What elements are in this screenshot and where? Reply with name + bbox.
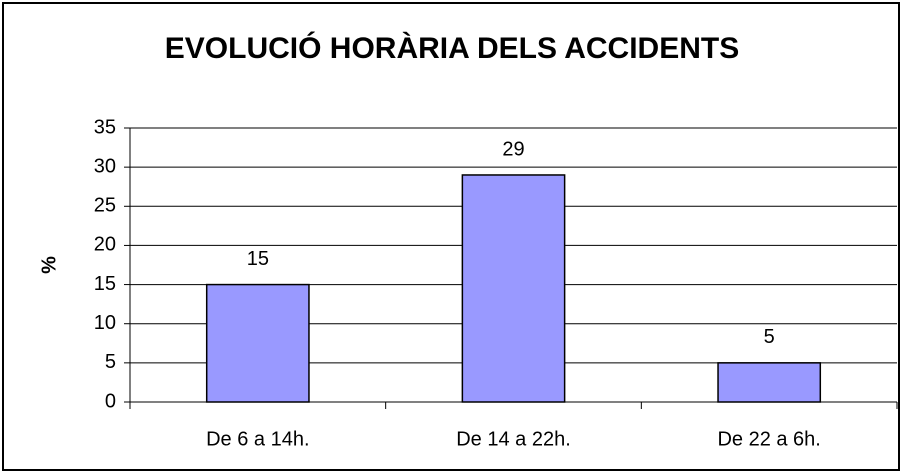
y-tick-label: 35 <box>94 116 116 138</box>
data-label: 29 <box>502 138 524 160</box>
y-tick-label: 30 <box>94 155 116 177</box>
x-tick-label: De 22 a 6h. <box>717 428 820 450</box>
y-tick-label: 0 <box>105 390 116 412</box>
x-tick-label: De 6 a 14h. <box>206 428 309 450</box>
data-label: 15 <box>247 248 269 270</box>
y-tick-label: 20 <box>94 234 116 256</box>
y-tick-label: 10 <box>94 312 116 334</box>
chart-title: EVOLUCIÓ HORÀRIA DELS ACCIDENTS <box>165 31 739 65</box>
data-label: 5 <box>764 326 775 348</box>
y-tick-label: 25 <box>94 195 116 217</box>
bar <box>205 283 310 403</box>
x-tick-label: De 14 a 22h. <box>456 428 571 450</box>
y-axis-label: % <box>38 256 60 274</box>
y-tick-label: 5 <box>105 351 116 373</box>
bar <box>717 362 822 403</box>
y-tick-label: 15 <box>94 273 116 295</box>
bar <box>461 174 566 403</box>
